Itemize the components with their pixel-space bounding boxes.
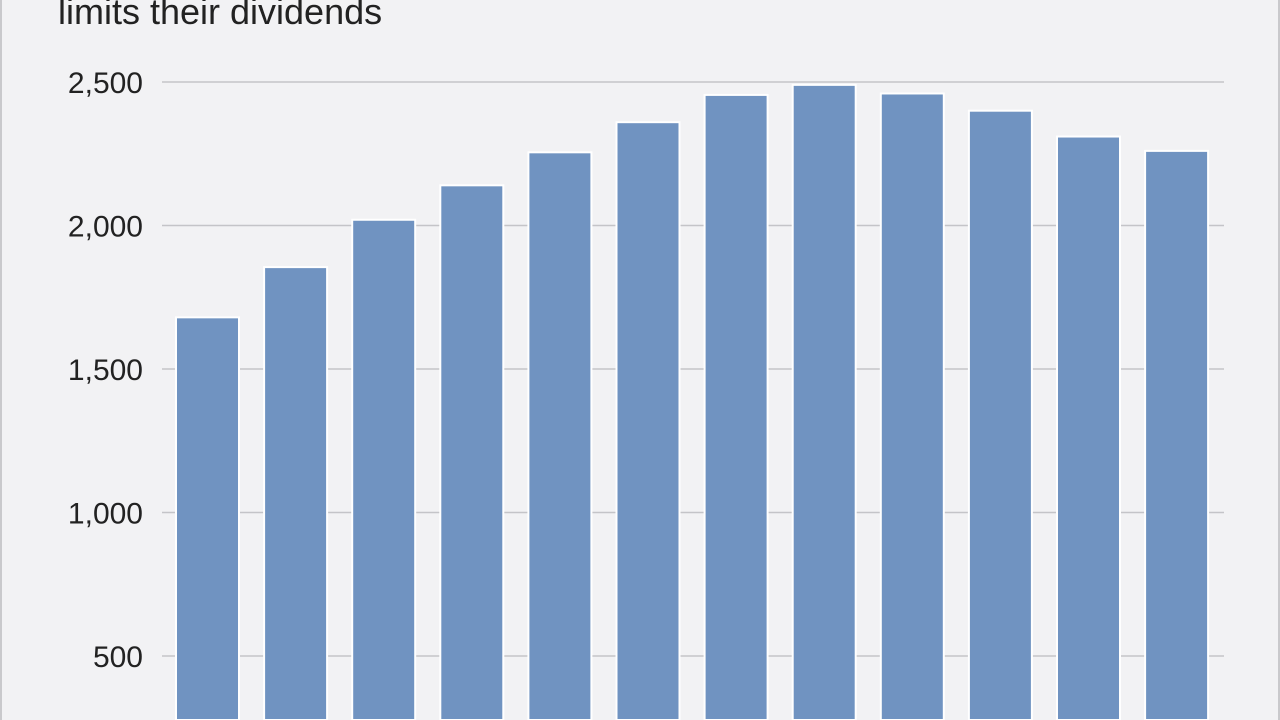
y-tick-label: 2,500	[68, 67, 143, 100]
bar-9	[879, 92, 945, 720]
bar-3	[351, 218, 417, 720]
bar-4	[439, 184, 505, 720]
y-tick-label: 500	[93, 641, 143, 674]
y-tick-label: 2,000	[68, 211, 143, 244]
bar-8	[791, 83, 857, 720]
bar-10	[967, 109, 1033, 720]
y-tick-label: 1,500	[68, 354, 143, 387]
bar-2	[263, 266, 329, 720]
bars	[175, 83, 1210, 720]
gridlines	[162, 81, 1224, 657]
y-tick-label: 1,000	[68, 498, 143, 531]
bar-1	[175, 316, 240, 720]
chart-subtitle: limits their dividends	[58, 0, 383, 32]
bar-7	[703, 93, 769, 720]
bar-6	[615, 121, 681, 720]
bar-5	[527, 151, 593, 720]
bar-11	[1056, 135, 1121, 720]
bar-12	[1144, 149, 1210, 720]
y-axis-tick-labels: 500 1,000 1,500 2,000 2,500	[68, 67, 143, 674]
